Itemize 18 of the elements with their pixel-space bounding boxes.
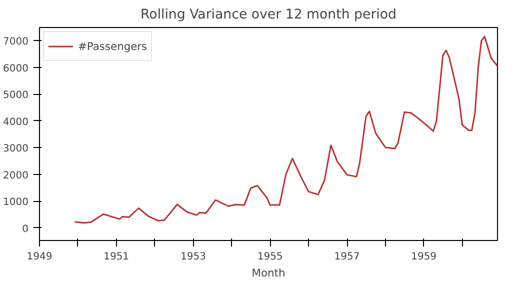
x-tick-label: 1959: [411, 252, 437, 262]
chart-title: Rolling Variance over 12 month period: [140, 8, 397, 22]
y-tick-label: 2000: [3, 170, 29, 182]
y-tick-label: 1000: [3, 197, 29, 208]
y-tick-label: 3000: [3, 144, 29, 155]
y-tick-label: 7000: [3, 36, 29, 48]
legend-label: #Passengers: [78, 40, 148, 52]
x-tick-label: 1957: [334, 252, 360, 262]
y-tick-label: 5000: [3, 90, 29, 102]
y-tick-label: 6000: [3, 63, 29, 74]
y-tick-label: 4000: [3, 116, 29, 128]
y-tick-label: 0: [22, 224, 29, 235]
x-axis-title: Month: [252, 266, 286, 280]
line-series: [74, 36, 498, 224]
x-tick-label: 1951: [104, 252, 130, 262]
x-tick-label: 1955: [257, 252, 283, 262]
x-tick-label: 1949: [26, 252, 52, 262]
x-tick-label: 1953: [180, 252, 206, 262]
